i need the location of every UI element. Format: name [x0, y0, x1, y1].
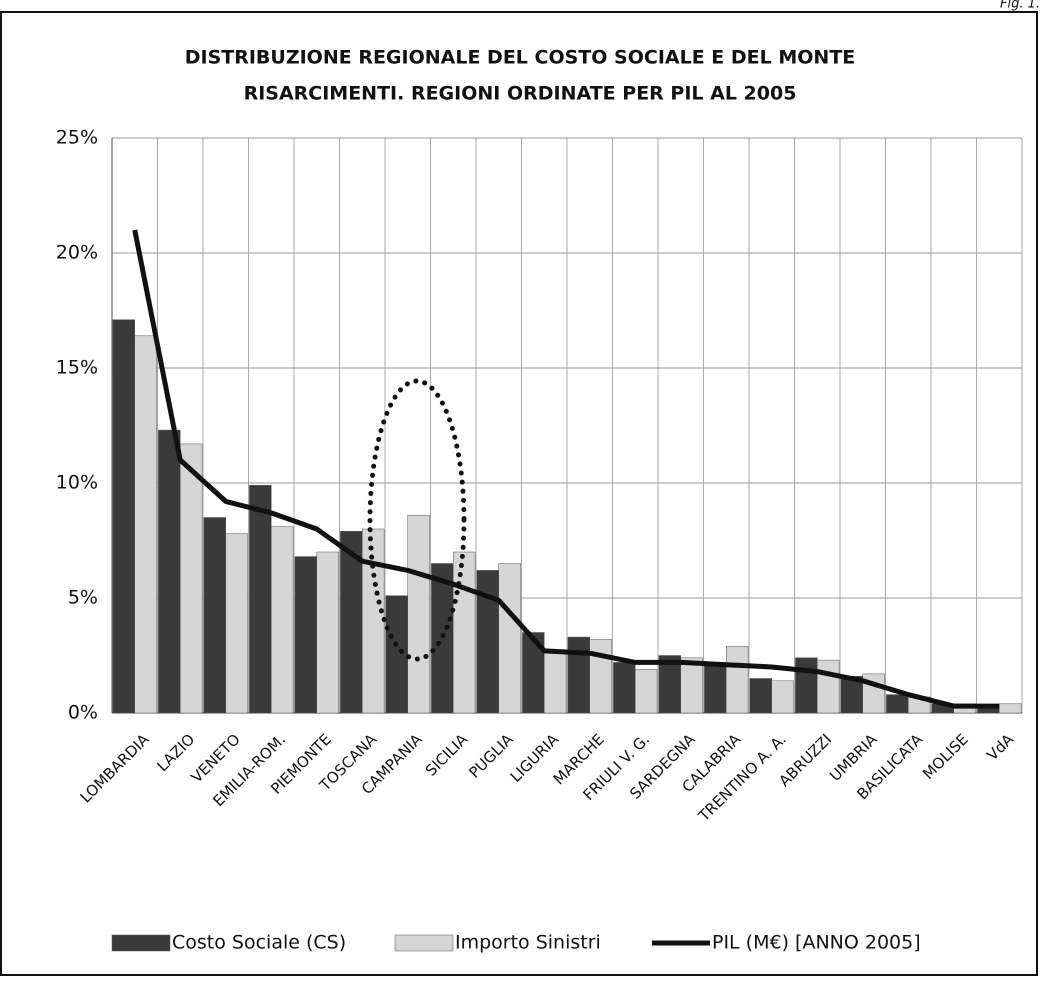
bar — [385, 595, 409, 714]
legend-label: Importo Sinistri — [455, 932, 601, 954]
bar — [999, 703, 1022, 714]
legend-swatch — [111, 934, 171, 952]
x-tick-label: MOLISE — [919, 730, 972, 783]
x-tick-label: SICILIA — [422, 730, 472, 780]
y-tick-label: 20% — [56, 242, 98, 264]
bar — [589, 639, 612, 714]
bar — [726, 646, 749, 714]
bar — [271, 526, 294, 714]
x-tick-label: LOMBARDIA — [77, 730, 154, 807]
bar — [158, 429, 181, 714]
bar — [886, 694, 909, 714]
fig-label: Fig. 1. — [1000, 0, 1040, 12]
bar — [294, 556, 318, 714]
bar — [613, 662, 636, 714]
bar — [453, 551, 476, 714]
y-tick-label: 15% — [56, 357, 98, 379]
y-tick-label: 25% — [56, 127, 98, 149]
bar — [180, 443, 203, 714]
bar — [795, 657, 818, 714]
bar — [817, 659, 840, 714]
highlight-ellipse — [367, 378, 467, 662]
bar — [316, 551, 339, 714]
bar — [134, 335, 157, 714]
bar — [544, 650, 567, 714]
chart-title: DISTRIBUZIONE REGIONALE DEL COSTO SOCIAL… — [185, 47, 856, 69]
y-tick-label: 10% — [56, 472, 98, 494]
y-tick-label: 0% — [68, 702, 98, 724]
legend-swatch — [394, 934, 454, 952]
bar — [112, 319, 136, 714]
x-tick-label: VdA — [983, 730, 1017, 764]
bar — [680, 657, 703, 714]
plot: 0%5%10%15%20%25%LOMBARDIA LAZIOVENETOEMIL… — [56, 127, 1023, 954]
chart-title: RISARCIMENTI. REGIONI ORDINATE PER PIL A… — [244, 83, 797, 105]
legend-label: PIL (M€) [ANNO 2005] — [712, 932, 921, 954]
bar — [249, 485, 272, 714]
bar — [635, 669, 658, 714]
line — [132, 229, 1000, 709]
bar — [749, 678, 772, 714]
bar — [567, 636, 590, 714]
bar — [225, 533, 248, 714]
frame — [0, 11, 1038, 976]
bar — [498, 563, 521, 714]
bar — [771, 680, 794, 714]
legend-label: Costo Sociale (CS) — [172, 932, 346, 954]
bar — [431, 563, 454, 714]
bar — [203, 517, 227, 714]
bar — [704, 662, 727, 714]
y-tick-label: 5% — [68, 587, 98, 609]
bar — [407, 514, 430, 714]
